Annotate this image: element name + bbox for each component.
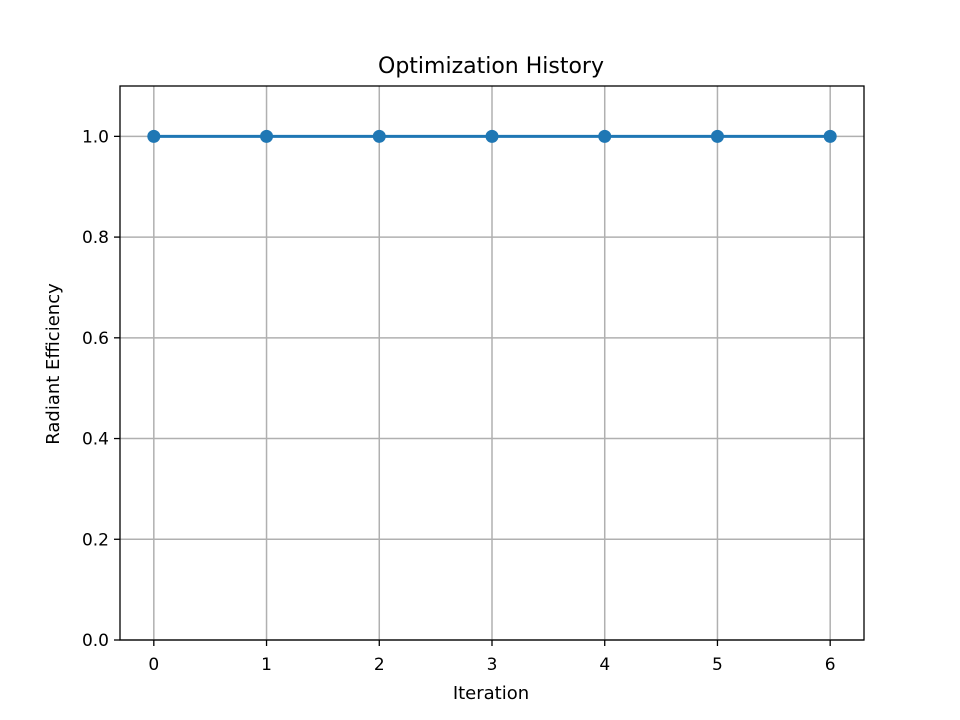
y-tick-label: 0.0 <box>82 631 109 651</box>
x-tick-label: 2 <box>374 655 385 675</box>
data-point <box>485 129 499 143</box>
x-tick-label: 6 <box>825 655 836 675</box>
data-point <box>260 129 274 143</box>
y-tick-label: 0.8 <box>82 228 109 248</box>
x-tick-label: 3 <box>487 655 498 675</box>
y-tick-label: 1.0 <box>82 127 109 147</box>
x-tick-label: 0 <box>148 655 159 675</box>
x-tick-label: 4 <box>599 655 610 675</box>
series-layer <box>147 129 837 143</box>
chart-title: Optimization History <box>378 54 604 79</box>
data-point <box>598 129 612 143</box>
data-point <box>372 129 386 143</box>
y-axis-label: Radiant Efficiency <box>43 283 64 445</box>
data-point <box>147 129 161 143</box>
y-tick-label: 0.6 <box>82 329 109 349</box>
y-tick-label: 0.2 <box>82 530 109 550</box>
x-axis-label: Iteration <box>453 683 529 704</box>
x-tick-label: 1 <box>261 655 272 675</box>
y-tick-label: 0.4 <box>82 430 109 450</box>
axis-ticks: 0 1 2 3 4 5 6 0.0 0.2 0.4 0.6 0.8 1.0 <box>82 127 836 675</box>
data-point <box>823 129 837 143</box>
data-point <box>710 129 724 143</box>
x-tick-label: 5 <box>712 655 723 675</box>
